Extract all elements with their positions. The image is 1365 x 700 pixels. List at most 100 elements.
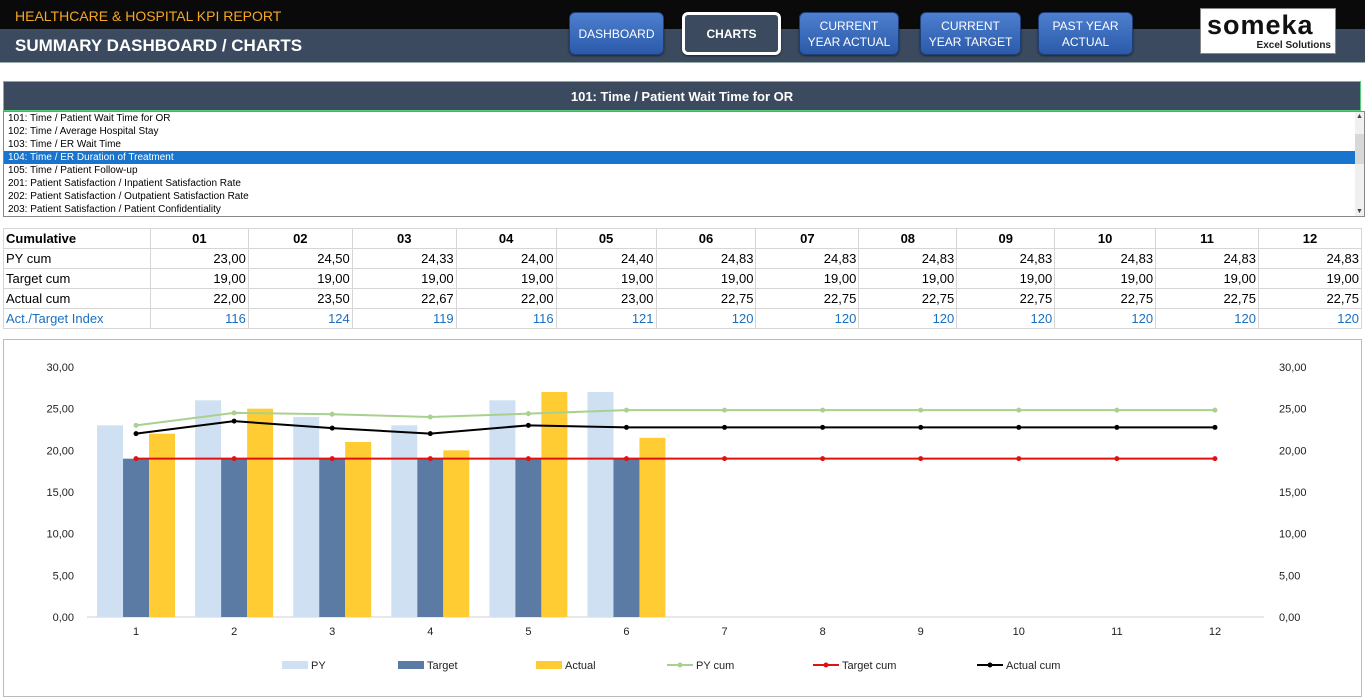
row-label: Target cum: [3, 268, 151, 289]
table-row: Actual cum 22,00 23,50 22,67 22,00 23,00 22,75…: [3, 288, 1362, 309]
table-cell: 124: [247, 308, 353, 329]
table-cell: 121: [555, 308, 657, 329]
bar-target: [417, 458, 444, 617]
legend-label: PY cum: [696, 660, 734, 672]
header-divider: [0, 62, 1365, 63]
kpi-list-item[interactable]: 101: Time / Patient Wait Time for OR: [8, 113, 171, 124]
bar-py: [293, 417, 320, 617]
table-corner-label: Cumulative: [3, 228, 151, 249]
table-cell: 19,00: [247, 268, 353, 289]
table-cell: 19,00: [1054, 268, 1157, 289]
bar-py: [489, 400, 516, 617]
point-target-cum: [623, 456, 629, 462]
legend-label: PY: [311, 660, 326, 672]
point-actual-cum: [133, 431, 139, 437]
bar-target: [123, 458, 150, 617]
kpi-list-item[interactable]: 103: Time / ER Wait Time: [8, 139, 121, 150]
kpi-list-item[interactable]: 203: Patient Satisfaction / Patient Conf…: [8, 204, 221, 215]
legend-label: Target cum: [842, 660, 896, 672]
bar-py: [587, 392, 614, 617]
y-tick-label-right: 0,00: [1279, 612, 1300, 624]
bar-actual: [149, 433, 176, 617]
point-py-cum: [722, 407, 728, 413]
y-tick-label-left: 0,00: [53, 612, 74, 624]
table-cell: 19,00: [1258, 268, 1362, 289]
table-cell: 24,83: [858, 248, 958, 269]
x-tick-label: 12: [1209, 626, 1221, 638]
point-actual-cum: [1114, 424, 1120, 430]
y-tick-label-left: 25,00: [46, 404, 74, 416]
legend-marker: [987, 662, 993, 668]
y-tick-label-left: 10,00: [46, 529, 74, 541]
kpi-listbox[interactable]: 101: Time / Patient Wait Time for OR 102…: [3, 111, 1365, 217]
point-actual-cum: [918, 424, 924, 430]
table-cell: 19,00: [149, 268, 249, 289]
month-header: 11: [1155, 228, 1259, 249]
bar-target: [319, 458, 346, 617]
listbox-scrollbar[interactable]: ▲ ▼: [1355, 112, 1364, 216]
point-py-cum: [918, 407, 924, 413]
table-cell: 19,00: [956, 268, 1056, 289]
scroll-up-arrow-icon[interactable]: ▲: [1356, 113, 1363, 120]
y-tick-label-right: 10,00: [1279, 529, 1307, 541]
table-header-row: Cumulative 01 02 03 04 05 06 07 08 09 10 11 12: [3, 228, 1362, 249]
table-cell: 22,75: [755, 288, 860, 309]
table-cell: 22,75: [1258, 288, 1362, 309]
bar-actual: [639, 437, 666, 617]
kpi-list-item[interactable]: 102: Time / Average Hospital Stay: [8, 126, 159, 137]
dashboard-button[interactable]: DASHBOARD: [569, 12, 664, 55]
legend-label: Actual: [565, 660, 596, 672]
table-cell: 24,40: [555, 248, 657, 269]
charts-button[interactable]: CHARTS: [682, 12, 781, 55]
legend-swatch: [398, 661, 424, 669]
y-tick-label-right: 25,00: [1279, 404, 1307, 416]
table-cell: 19,00: [655, 268, 757, 289]
table-cell: 22,75: [1054, 288, 1157, 309]
current-year-target-button[interactable]: CURRENT YEAR TARGET: [920, 12, 1021, 55]
kpi-list-item-selected[interactable]: 104: Time / ER Duration of Treatment: [4, 151, 1357, 164]
table-cell: 19,00: [555, 268, 657, 289]
kpi-list-item[interactable]: 202: Patient Satisfaction / Outpatient S…: [8, 191, 249, 202]
selected-kpi-title: 101: Time / Patient Wait Time for OR: [3, 81, 1361, 111]
chart-svg: 0,00 0,00 5,00 5,00 10,00 10,00 15,00 15,00 20,0…: [46, 362, 1307, 672]
past-year-actual-button[interactable]: PAST YEAR ACTUAL: [1038, 12, 1133, 55]
table-cell: 22,75: [1155, 288, 1259, 309]
scroll-down-arrow-icon[interactable]: ▼: [1356, 208, 1363, 215]
month-header: 04: [455, 228, 557, 249]
table-cell: 24,33: [351, 248, 457, 269]
kpi-list-item[interactable]: 105: Time / Patient Follow-up: [8, 165, 138, 176]
table-cell: 22,75: [858, 288, 958, 309]
current-year-actual-button[interactable]: CURRENT YEAR ACTUAL: [799, 12, 899, 55]
report-title: HEALTHCARE & HOSPITAL KPI REPORT: [15, 8, 282, 24]
table-cell: 120: [1155, 308, 1259, 329]
logo-tagline: Excel Solutions: [1256, 40, 1331, 51]
cumulative-table: Cumulative 01 02 03 04 05 06 07 08 09 10 11 12 PY cum…: [3, 228, 1362, 329]
legend-swatch: [282, 661, 308, 669]
x-tick-label: 5: [525, 626, 531, 638]
logo-wordmark: someka: [1207, 10, 1314, 40]
month-header: 03: [351, 228, 457, 249]
point-target-cum: [918, 456, 924, 462]
month-header: 10: [1054, 228, 1157, 249]
point-py-cum: [1016, 407, 1022, 413]
point-actual-cum: [231, 418, 237, 424]
x-tick-label: 6: [623, 626, 629, 638]
point-py-cum: [133, 422, 139, 428]
kpi-list-item[interactable]: 201: Patient Satisfaction / Inpatient Sa…: [8, 178, 241, 189]
table-cell: 23,00: [555, 288, 657, 309]
point-actual-cum: [722, 424, 728, 430]
legend-marker: [823, 662, 829, 668]
table-cell: 19,00: [351, 268, 457, 289]
x-tick-label: 1: [133, 626, 139, 638]
scroll-thumb[interactable]: [1355, 134, 1364, 164]
point-actual-cum: [1016, 424, 1022, 430]
point-py-cum: [820, 407, 826, 413]
point-target-cum: [427, 456, 433, 462]
point-target-cum: [329, 456, 335, 462]
table-cell: 24,00: [455, 248, 557, 269]
table-cell: 24,83: [1155, 248, 1259, 269]
point-actual-cum: [623, 424, 629, 430]
table-cell: 24,83: [1054, 248, 1157, 269]
table-row: PY cum 23,00 24,50 24,33 24,00 24,40 24,83 24,8…: [3, 248, 1362, 269]
table-cell: 19,00: [858, 268, 958, 289]
